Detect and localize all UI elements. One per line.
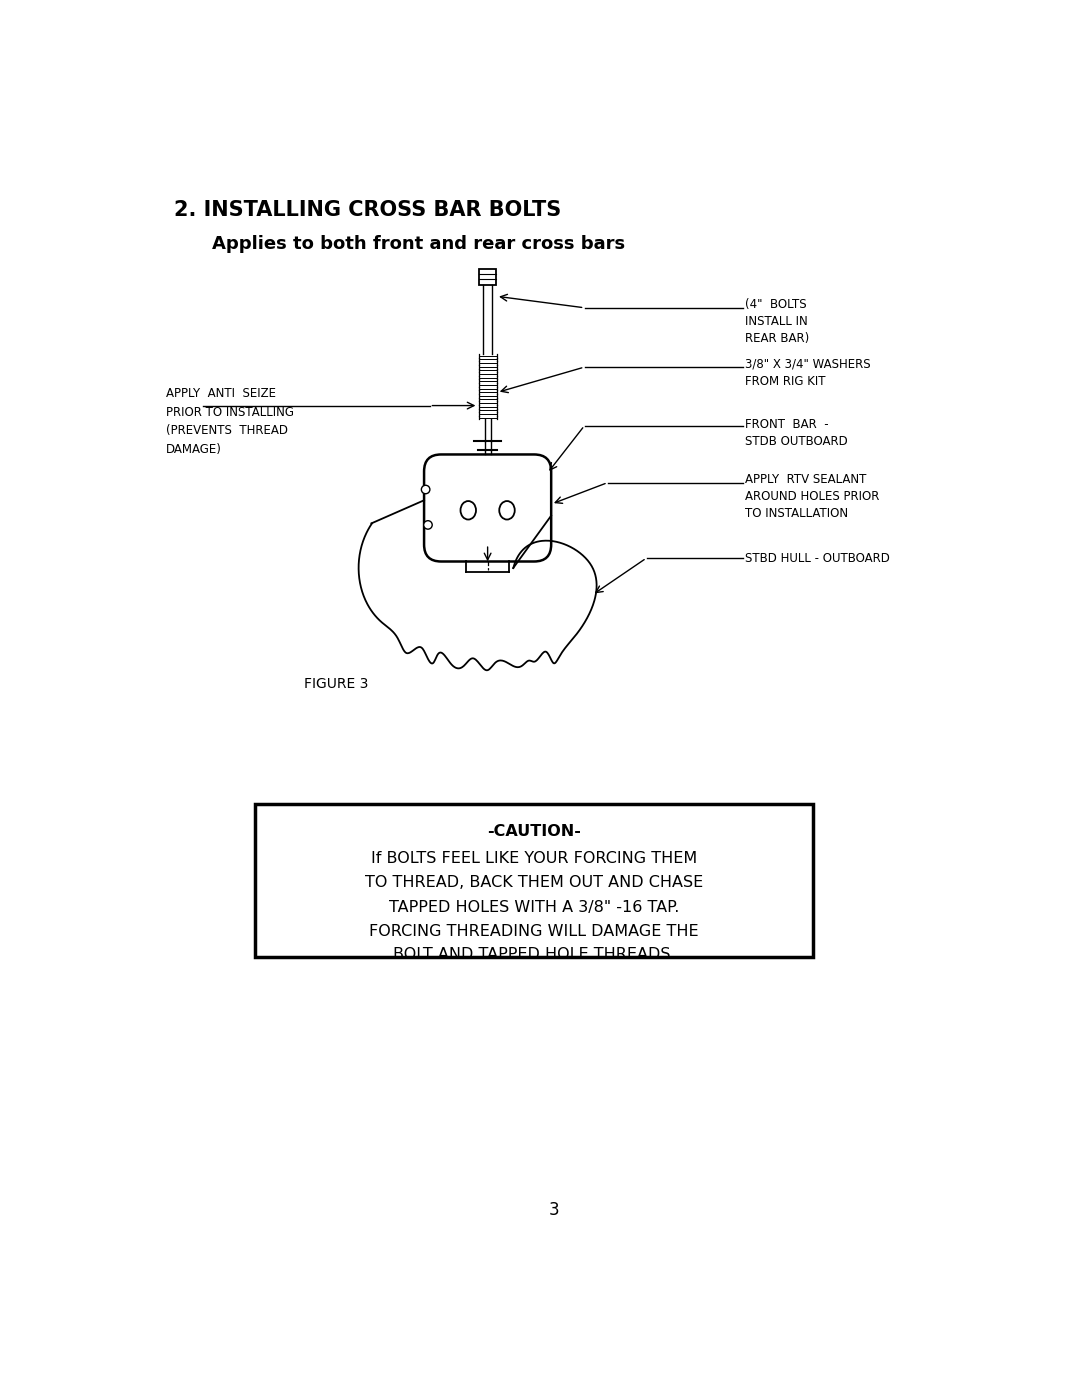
Circle shape <box>421 485 430 493</box>
Text: 2. INSTALLING CROSS BAR BOLTS: 2. INSTALLING CROSS BAR BOLTS <box>174 200 561 219</box>
Text: STBD HULL - OUTBOARD: STBD HULL - OUTBOARD <box>745 552 890 564</box>
FancyBboxPatch shape <box>424 454 551 562</box>
Bar <box>255 805 813 957</box>
Text: APPLY  RTV SEALANT
AROUND HOLES PRIOR
TO INSTALLATION: APPLY RTV SEALANT AROUND HOLES PRIOR TO … <box>745 474 879 520</box>
Text: TAPPED HOLES WITH A 3/8" -16 TAP.: TAPPED HOLES WITH A 3/8" -16 TAP. <box>389 900 679 915</box>
Text: TO THREAD, BACK THEM OUT AND CHASE: TO THREAD, BACK THEM OUT AND CHASE <box>365 876 703 890</box>
Text: 3: 3 <box>549 1200 558 1218</box>
Text: APPLY  ANTI  SEIZE
PRIOR TO INSTALLING
(PREVENTS  THREAD
DAMAGE): APPLY ANTI SEIZE PRIOR TO INSTALLING (PR… <box>166 387 294 455</box>
Bar <box>480 270 496 285</box>
Text: 3/8" X 3/4" WASHERS
FROM RIG KIT: 3/8" X 3/4" WASHERS FROM RIG KIT <box>745 358 870 388</box>
Text: FORCING THREADING WILL DAMAGE THE: FORCING THREADING WILL DAMAGE THE <box>369 923 699 939</box>
Ellipse shape <box>460 502 476 520</box>
Text: -CAUTION-: -CAUTION- <box>487 824 581 838</box>
Ellipse shape <box>499 502 515 520</box>
Text: Applies to both front and rear cross bars: Applies to both front and rear cross bar… <box>213 235 625 253</box>
Text: (4"  BOLTS
INSTALL IN
REAR BAR): (4" BOLTS INSTALL IN REAR BAR) <box>745 298 809 345</box>
Text: If BOLTS FEEL LIKE YOUR FORCING THEM: If BOLTS FEEL LIKE YOUR FORCING THEM <box>372 851 698 866</box>
Text: BOLT AND TAPPED HOLE THREADS.: BOLT AND TAPPED HOLE THREADS. <box>393 947 675 963</box>
Text: FIGURE 3: FIGURE 3 <box>303 678 368 692</box>
Circle shape <box>423 521 432 529</box>
Text: FRONT  BAR  -
STDB OUTBOARD: FRONT BAR - STDB OUTBOARD <box>745 418 848 448</box>
